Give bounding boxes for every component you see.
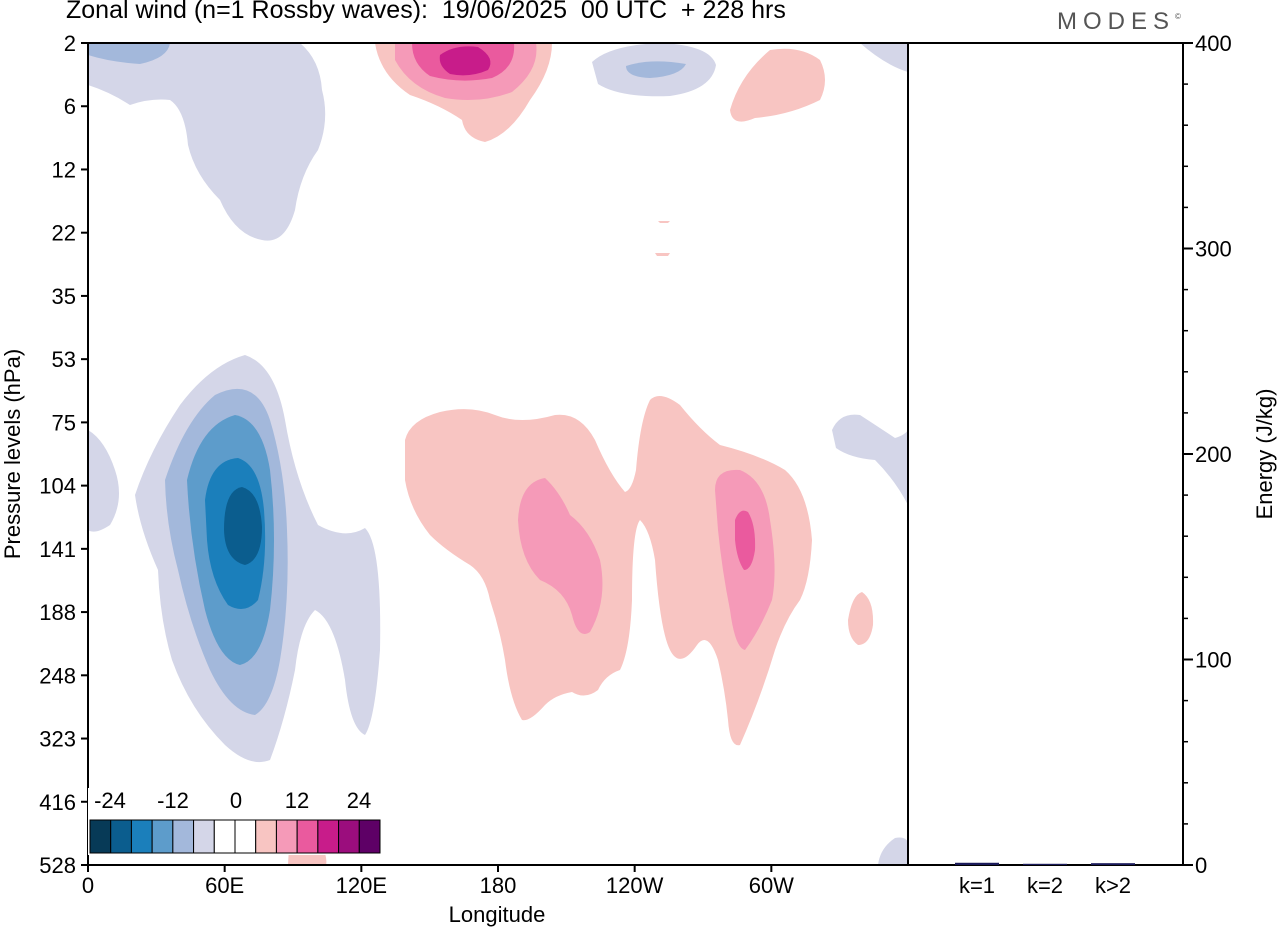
energy-tick-label: 100: [1195, 648, 1232, 673]
modes-logo: MODES©: [1057, 8, 1181, 36]
colorbar-swatch: [358, 819, 381, 854]
contour-pos-dot2: [655, 253, 670, 256]
energy-tick-label: 0: [1195, 853, 1207, 878]
energy-bar: [955, 862, 999, 865]
y-axis-label: Pressure levels (hPa): [0, 349, 25, 559]
longitude-tick-label: 60W: [749, 873, 794, 898]
colorbar-tick-label: 12: [285, 788, 309, 813]
energy-bar: [1091, 863, 1135, 865]
colorbar-tick-label: -12: [157, 788, 189, 813]
pressure-tick-label: 75: [52, 410, 76, 435]
energy-axis: 0 100 200 300 400: [1183, 31, 1232, 878]
contour-neg-level2-top: [88, 43, 170, 64]
longitude-tick-label: 120W: [606, 873, 664, 898]
energy-bar-label: k=2: [1027, 873, 1063, 898]
pressure-tick-label: 188: [39, 600, 76, 625]
longitude-tick-label: 120E: [336, 873, 387, 898]
contour-neg-rightedge2: [878, 837, 908, 865]
contour-neg-leftedge: [88, 430, 119, 532]
colorbar-swatch: [317, 819, 340, 854]
colorbar-swatch: [255, 819, 277, 854]
longitude-tick-label: 0: [82, 873, 94, 898]
pressure-tick-label: 248: [39, 663, 76, 688]
colorbar: -24 -12 0 12 24: [88, 788, 382, 855]
colorbar-swatch: [110, 819, 132, 854]
pressure-axis: 2 6 12 22 35 53 75 104 141 188 248 323 416 528: [39, 31, 88, 878]
pressure-tick-label: 12: [52, 157, 76, 182]
contour-pos-dot1: [658, 221, 670, 223]
brand-mark: ©: [1175, 12, 1181, 21]
contour-pos-level3-right: [735, 510, 756, 570]
pressure-tick-label: 2: [64, 31, 76, 56]
energy-bars: k=1 k=2 k>2: [955, 862, 1135, 898]
colorbar-tick-label: 24: [347, 788, 371, 813]
colorbar-swatch: [172, 819, 195, 854]
colorbar-swatch: [213, 819, 236, 854]
colorbar-tick-label: -24: [94, 788, 126, 813]
pressure-tick-label: 35: [52, 284, 76, 309]
energy-bar-label: k>2: [1095, 873, 1131, 898]
longitude-axis: 0 60E 120E 180 120W 60W: [82, 865, 794, 898]
colorbar-swatch: [296, 819, 319, 854]
chart-title: Zonal wind (n=1 Rossby waves): 19/06/202…: [66, 0, 786, 24]
energy-axis-label: Energy (J/kg): [1252, 389, 1277, 520]
contour-field: [88, 43, 908, 865]
pressure-tick-label: 141: [39, 537, 76, 562]
colorbar-swatch: [89, 819, 112, 854]
contour-neg-level1-topright: [860, 43, 908, 72]
energy-bar-label: k=1: [959, 873, 995, 898]
x-axis-label: Longitude: [449, 902, 546, 927]
pressure-tick-label: 53: [52, 347, 76, 372]
contour-pos-smallright: [848, 592, 874, 645]
energy-bar: [1023, 863, 1067, 865]
colorbar-swatch: [151, 819, 174, 854]
contour-neg-rightedge1: [832, 414, 908, 505]
longitude-tick-label: 60E: [205, 873, 244, 898]
brand-text: MODES: [1057, 8, 1176, 35]
pressure-tick-label: 528: [39, 853, 76, 878]
pressure-tick-label: 6: [64, 94, 76, 119]
energy-tick-label: 400: [1195, 31, 1232, 56]
colorbar-swatch: [130, 819, 153, 854]
pressure-tick-label: 323: [39, 727, 76, 752]
contour-pos-level1-main: [405, 396, 812, 746]
energy-tick-label: 300: [1195, 237, 1232, 262]
colorbar-swatch: [275, 819, 298, 854]
contour-neg-level5-main: [224, 487, 262, 565]
colorbar-swatch: [338, 819, 360, 854]
colorbar-swatch: [193, 819, 215, 854]
energy-tick-label: 200: [1195, 442, 1232, 467]
contour-neg-level2-topmid: [626, 61, 686, 78]
colorbar-swatch: [234, 819, 257, 854]
contour-neg-level1-top: [88, 43, 326, 241]
longitude-tick-label: 180: [480, 873, 517, 898]
pressure-tick-label: 22: [52, 221, 76, 246]
contour-pos-level2-center: [518, 478, 603, 634]
contour-pos-level1-topright: [730, 48, 825, 122]
colorbar-tick-label: 0: [230, 788, 242, 813]
contour-pos-level4-top: [439, 46, 491, 76]
pressure-tick-label: 416: [39, 790, 76, 815]
pressure-tick-label: 104: [39, 474, 76, 499]
